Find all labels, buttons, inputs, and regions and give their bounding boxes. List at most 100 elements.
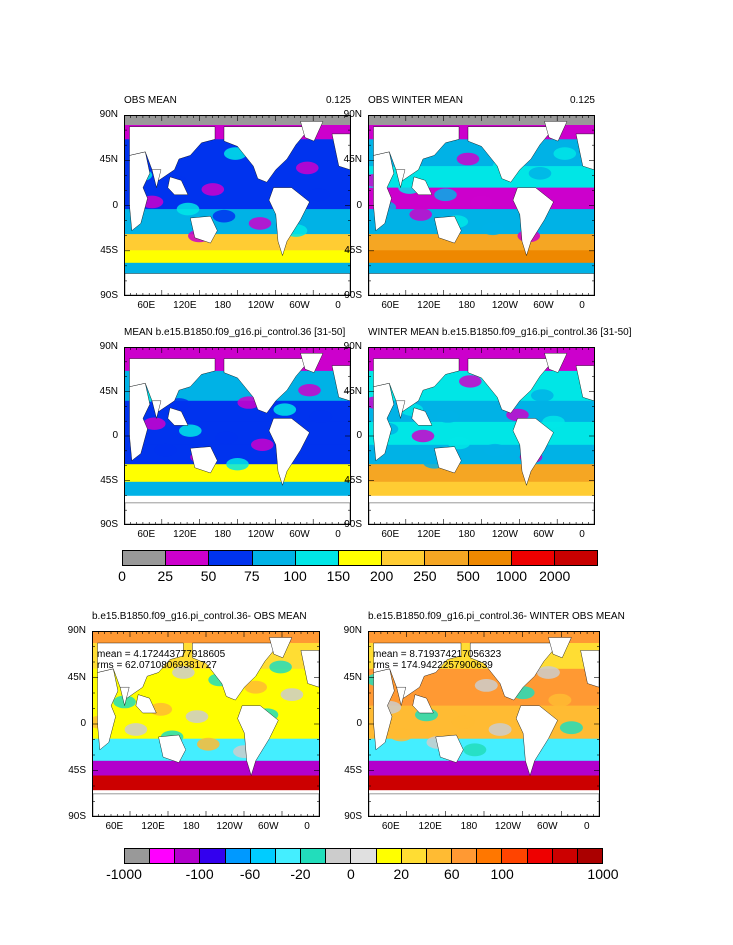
lat-tick-label: 0	[356, 430, 362, 441]
mean-text: mean = 8.719374217056323	[373, 649, 502, 660]
colorbar-label: -100	[185, 866, 214, 882]
land-samerica	[268, 187, 310, 257]
lon-tick-label: 120E	[417, 529, 441, 540]
colorbar-swatch	[452, 849, 478, 863]
colorbar-label: 25	[157, 568, 174, 584]
colorbar-top	[122, 550, 598, 566]
colorbar-label: 0	[346, 866, 355, 882]
land-australia	[190, 215, 218, 244]
mean-text: mean = 4.172443777918605	[97, 649, 226, 660]
land-greenland	[544, 121, 568, 142]
colorbar-swatch	[577, 849, 602, 863]
land-eurasia	[129, 358, 216, 412]
field-band-5	[125, 209, 350, 235]
panel-right-label: 0.125	[325, 95, 351, 106]
lon-tick-label: 60E	[381, 821, 400, 832]
field-patch-5	[179, 424, 202, 437]
lon-tick-label: 180	[458, 529, 476, 540]
lat-tick-label: 0	[112, 199, 118, 211]
land-antarctica	[93, 793, 319, 816]
colorbar-label: 200	[369, 568, 394, 584]
field-patch-6	[280, 688, 304, 701]
panel-title: OBS MEAN	[124, 95, 177, 106]
lat-tick-label: 0	[356, 199, 362, 211]
field-band-5	[369, 760, 599, 776]
colorbar-swatch	[552, 849, 578, 863]
land-india	[395, 400, 406, 419]
panel-title: b.e15.B1850.f09_g16.pi_control.36- OBS M…	[92, 611, 307, 622]
field-patch-7	[143, 417, 166, 430]
field-band-0	[369, 632, 599, 644]
land-africa	[129, 151, 151, 231]
map-field-svg	[93, 632, 319, 816]
field-band-6	[125, 234, 350, 251]
land-antarctica	[125, 502, 350, 524]
field-patch-9	[124, 723, 148, 736]
land-india	[151, 169, 162, 188]
lon-tick-label: 180	[460, 821, 478, 832]
lat-tick-label: 90N	[343, 109, 362, 120]
land-antarctica	[369, 502, 594, 524]
lat-tick-label: 45N	[99, 154, 118, 166]
land-europe	[580, 650, 599, 688]
land-seasia	[167, 407, 189, 426]
lon-tick-label: 60W	[537, 821, 558, 832]
lon-tick-label: 0	[304, 821, 310, 832]
land-antarctica	[369, 793, 599, 816]
field-band-7	[369, 250, 594, 264]
lat-tick-label: 0	[112, 430, 118, 441]
colorbar-swatch	[275, 849, 302, 863]
field-patch-1	[470, 195, 493, 209]
field-patch-11	[542, 415, 565, 429]
colorbar-swatch	[338, 551, 383, 565]
land-eurasia	[373, 126, 460, 181]
field-patch-11	[389, 728, 413, 742]
field-patch-6	[212, 209, 236, 223]
field-patch-3	[215, 431, 238, 444]
field-patch-6	[531, 389, 554, 402]
land-seasia	[167, 176, 189, 196]
map-ticks	[368, 115, 595, 296]
land-greenland	[300, 121, 324, 142]
colorbar-label: -20	[290, 866, 311, 882]
lat-tick-label: 45N	[343, 385, 362, 397]
lat-tick-label: 45S	[344, 764, 362, 776]
field-patch-8	[548, 693, 572, 707]
land-seasia	[135, 694, 157, 714]
field-band-7	[125, 250, 350, 264]
land-greenland	[548, 637, 572, 659]
colorbar-label: 500	[456, 568, 480, 584]
field-patch-12	[307, 188, 330, 202]
map-ticks	[92, 631, 320, 817]
field-band-8	[369, 262, 594, 274]
field-patch-12	[474, 679, 498, 692]
colorbar-swatch	[477, 849, 503, 863]
field-patch-3	[434, 188, 457, 202]
colorbar-swatch	[425, 551, 469, 565]
colorbar-swatch	[426, 849, 453, 863]
field-patch-10	[409, 208, 432, 221]
map-plot	[124, 347, 351, 525]
land-europe	[331, 365, 350, 402]
field-patch-9	[528, 167, 552, 180]
lat-tick-label: 45S	[68, 764, 86, 776]
colorbar-swatch	[468, 551, 512, 565]
colorbar-diff	[124, 848, 603, 864]
lat-tick-label: 0	[356, 718, 362, 729]
colorbar-swatch	[123, 551, 167, 565]
colorbar-label: 1000	[587, 866, 619, 882]
colorbar-label: 1000	[495, 568, 528, 584]
land-samerica	[512, 418, 554, 486]
land-europe	[575, 133, 594, 170]
lat-tick-label: 90S	[344, 519, 362, 530]
lon-tick-label: 60E	[381, 300, 400, 311]
map-plot	[368, 631, 600, 817]
land-seasia	[411, 176, 433, 196]
colorbar-swatch	[250, 849, 276, 863]
colorbar-swatch	[166, 551, 210, 565]
field-patch-13	[559, 721, 583, 735]
lon-tick-label: 120W	[247, 300, 274, 311]
field-patch-9	[309, 410, 333, 423]
land-africa	[373, 151, 395, 231]
colorbar-swatch	[326, 849, 352, 863]
